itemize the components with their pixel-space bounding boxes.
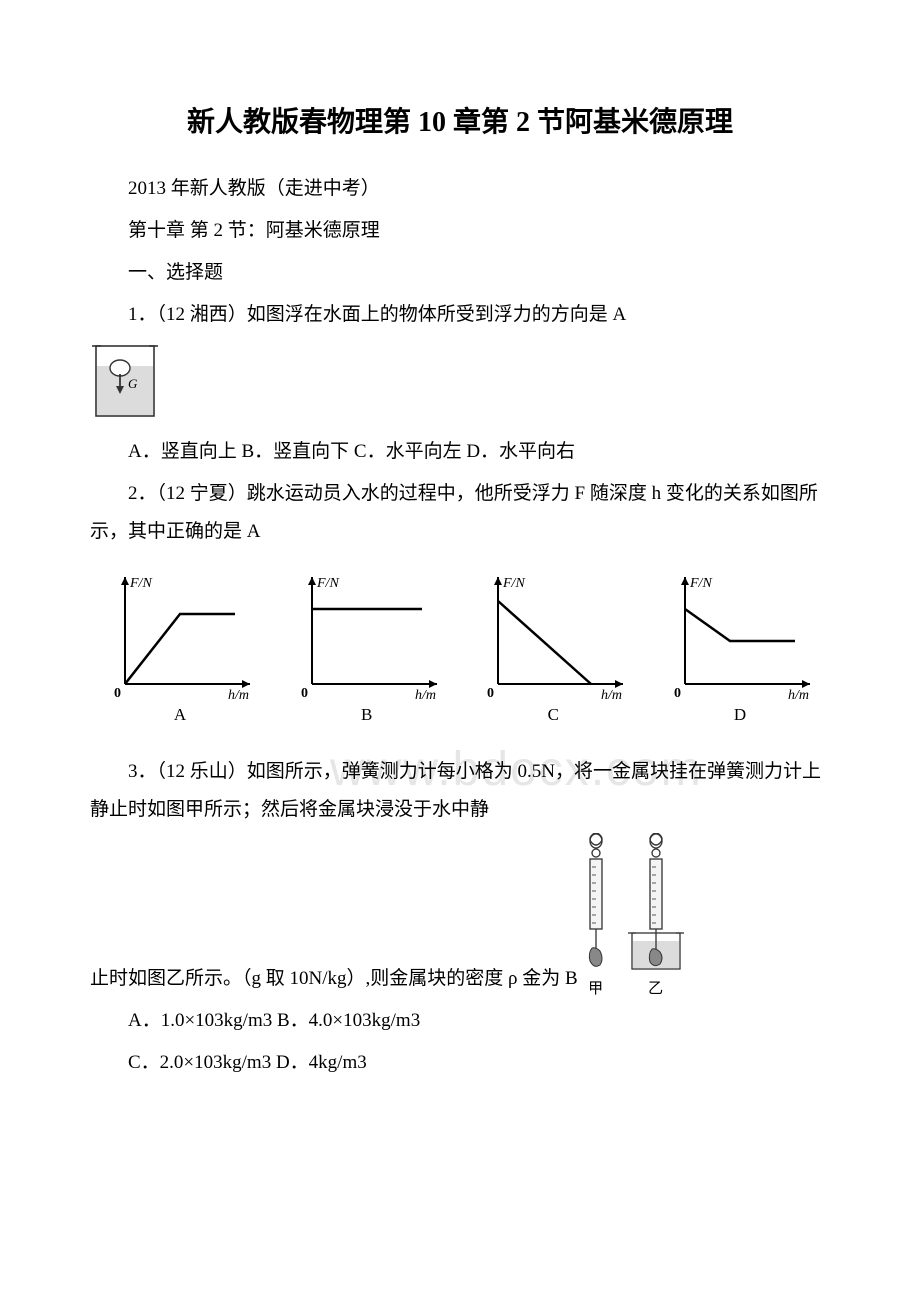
spring-label-jia: 甲 bbox=[588, 977, 603, 998]
svg-text:0: 0 bbox=[114, 686, 121, 699]
svg-text:F/N: F/N bbox=[129, 576, 152, 591]
question-1-options: A．竖直向上 B．竖直向下 C．水平向左 D．水平向右 bbox=[90, 433, 830, 471]
svg-text:0: 0 bbox=[487, 686, 494, 699]
graph-a-label: A bbox=[174, 705, 186, 725]
graph-d: F/N h/m 0 D bbox=[660, 569, 820, 725]
question-3-options-ab: A．1.0×103kg/m3 B．4.0×103kg/m3 bbox=[90, 1002, 830, 1040]
question-1: 1．（12 湘西）如图浮在水面上的物体所受到浮力的方向是 A bbox=[90, 296, 830, 334]
spring-scale-figure: 甲 bbox=[582, 833, 684, 998]
question-3-part1: 3．（12 乐山）如图所示，弹簧测力计每小格为 0.5N，将一金属块挂在弹簧测力… bbox=[90, 753, 830, 829]
line-section: 一、选择题 bbox=[90, 254, 830, 292]
svg-text:h/m: h/m bbox=[228, 688, 249, 699]
svg-text:F/N: F/N bbox=[689, 576, 712, 591]
graph-c: F/N h/m 0 C bbox=[473, 569, 633, 725]
svg-text:0: 0 bbox=[301, 686, 308, 699]
svg-text:h/m: h/m bbox=[415, 688, 436, 699]
spring-label-yi: 乙 bbox=[648, 977, 663, 998]
svg-text:h/m: h/m bbox=[788, 688, 809, 699]
svg-text:F/N: F/N bbox=[316, 576, 339, 591]
graphs-row: F/N h/m 0 A F/N h/m 0 B bbox=[90, 569, 830, 725]
graph-d-label: D bbox=[734, 705, 746, 725]
graph-b-label: B bbox=[361, 705, 372, 725]
gravity-label: G bbox=[128, 376, 138, 391]
line-chapter: 第十章 第 2 节：阿基米德原理 bbox=[90, 212, 830, 250]
svg-text:h/m: h/m bbox=[601, 688, 622, 699]
svg-text:0: 0 bbox=[674, 686, 681, 699]
graph-b: F/N h/m 0 B bbox=[287, 569, 447, 725]
question-3-part2: 止时如图乙所示。（g 取 10N/kg）,则金属块的密度 ρ 金为 B bbox=[90, 960, 578, 998]
question-2: 2．（12 宁夏）跳水运动员入水的过程中，他所受浮力 F 随深度 h 变化的关系… bbox=[90, 475, 830, 551]
graph-a: F/N h/m 0 A bbox=[100, 569, 260, 725]
graph-c-label: C bbox=[548, 705, 559, 725]
page-title: 新人教版春物理第 10 章第 2 节阿基米德原理 bbox=[90, 100, 830, 140]
svg-text:F/N: F/N bbox=[502, 576, 525, 591]
question-3-options-cd: C．2.0×103kg/m3 D．4kg/m3 bbox=[90, 1044, 830, 1082]
line-year: 2013 年新人教版（走进中考） bbox=[90, 170, 830, 208]
beaker-figure: G bbox=[90, 342, 830, 425]
